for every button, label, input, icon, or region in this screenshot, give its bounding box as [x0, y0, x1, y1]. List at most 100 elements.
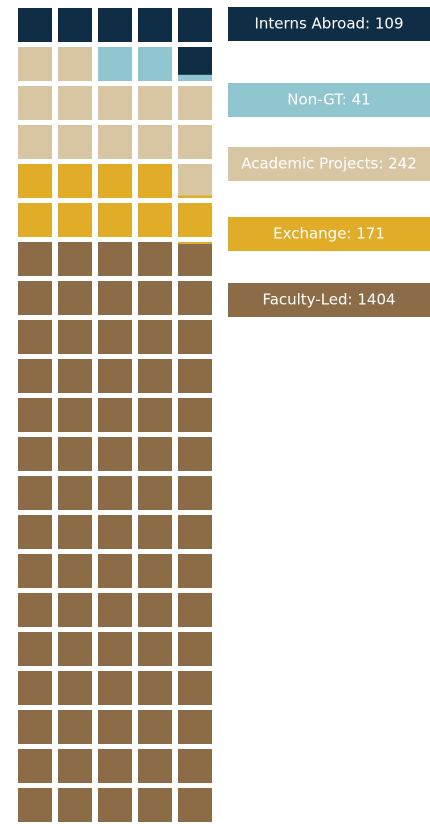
- waffle-cell: [138, 710, 172, 744]
- waffle-cell: [178, 86, 212, 120]
- waffle-cell: [58, 398, 92, 432]
- waffle-cell: [98, 671, 132, 705]
- waffle-cell: [98, 593, 132, 627]
- waffle-cell: [18, 47, 52, 81]
- waffle-cell: [58, 47, 92, 81]
- legend-box: [228, 147, 430, 181]
- legend-box: [228, 83, 430, 117]
- waffle-cell: [58, 8, 92, 42]
- waffle-cell: [98, 242, 132, 276]
- waffle-cell: [138, 632, 172, 666]
- waffle-cell: [138, 593, 172, 627]
- waffle-cell: [138, 788, 172, 822]
- waffle-cell: [18, 554, 52, 588]
- waffle-cell: [58, 164, 92, 198]
- waffle-cell: [18, 788, 52, 822]
- waffle-cell: [98, 554, 132, 588]
- waffle-cell: [178, 749, 212, 783]
- waffle-cell: [58, 788, 92, 822]
- waffle-cell: [178, 437, 212, 471]
- waffle-cell: [98, 632, 132, 666]
- waffle-cell: [58, 359, 92, 393]
- waffle-cell: [138, 476, 172, 510]
- waffle-cell: [98, 359, 132, 393]
- waffle-cell: [18, 398, 52, 432]
- waffle-cell: [98, 8, 132, 42]
- legend-label: Exchange: 171: [273, 225, 385, 243]
- waffle-cell: [138, 749, 172, 783]
- waffle-cell: [178, 593, 212, 627]
- waffle-cell: [98, 515, 132, 549]
- waffle-cell: [98, 203, 132, 237]
- waffle-cell: [18, 86, 52, 120]
- waffle-cell: [178, 203, 212, 237]
- waffle-cell: [178, 398, 212, 432]
- legend-box: [228, 7, 430, 41]
- waffle-cell: [178, 242, 212, 244]
- waffle-cell: [98, 437, 132, 471]
- waffle-cell: [18, 242, 52, 276]
- waffle-cell: [98, 281, 132, 315]
- waffle-cell: [18, 203, 52, 237]
- waffle-cell: [178, 359, 212, 393]
- waffle-cell: [98, 86, 132, 120]
- waffle-cell: [98, 710, 132, 744]
- waffle-cell: [18, 632, 52, 666]
- waffle-cell: [98, 320, 132, 354]
- waffle-cell: [138, 164, 172, 198]
- waffle-cell: [58, 476, 92, 510]
- waffle-cell: [98, 164, 132, 198]
- waffle-cell: [58, 515, 92, 549]
- waffle-cell: [18, 593, 52, 627]
- waffle-cell: [58, 320, 92, 354]
- waffle-cell: [178, 47, 212, 75]
- legend-label: Academic Projects: 242: [241, 155, 417, 173]
- waffle-cell: [58, 125, 92, 159]
- waffle-cell: [58, 203, 92, 237]
- waffle-cell: [18, 710, 52, 744]
- waffle-cell: [18, 125, 52, 159]
- waffle-cell: [18, 281, 52, 315]
- waffle-cell: [178, 476, 212, 510]
- waffle-cell: [18, 437, 52, 471]
- waffle-cell: [138, 242, 172, 276]
- waffle-cell: [138, 320, 172, 354]
- waffle-cell: [178, 710, 212, 744]
- legend-label: Non-GT: 41: [287, 91, 370, 109]
- waffle-cell: [18, 476, 52, 510]
- waffle-cell: [178, 195, 212, 198]
- waffle-cell: [98, 749, 132, 783]
- waffle-cell: [18, 359, 52, 393]
- waffle-cell: [138, 203, 172, 237]
- waffle-cell: [138, 437, 172, 471]
- waffle-cell: [138, 359, 172, 393]
- waffle-cell: [178, 74, 212, 81]
- waffle-cell: [98, 398, 132, 432]
- waffle-cell: [58, 710, 92, 744]
- waffle-cell: [178, 281, 212, 315]
- waffle-cell: [98, 125, 132, 159]
- waffle-cell: [178, 515, 212, 549]
- waffle-cell: [58, 86, 92, 120]
- waffle-cell: [138, 125, 172, 159]
- waffle-cell: [178, 164, 212, 196]
- waffle-cell: [138, 398, 172, 432]
- waffle-cell: [18, 164, 52, 198]
- waffle-cell: [138, 8, 172, 42]
- waffle-cell: [138, 281, 172, 315]
- waffle-cell: [58, 671, 92, 705]
- waffle-cell: [98, 788, 132, 822]
- waffle-cell: [178, 243, 212, 276]
- waffle-cell: [58, 593, 92, 627]
- waffle-cell: [178, 788, 212, 822]
- waffle-cell: [98, 476, 132, 510]
- waffle-cell: [138, 47, 172, 81]
- waffle-cell: [138, 86, 172, 120]
- waffle-cell: [18, 749, 52, 783]
- waffle-cell: [18, 8, 52, 42]
- legend-label: Faculty-Led: 1404: [262, 291, 395, 309]
- waffle-cell: [178, 671, 212, 705]
- waffle-cell: [138, 515, 172, 549]
- waffle-cell: [178, 632, 212, 666]
